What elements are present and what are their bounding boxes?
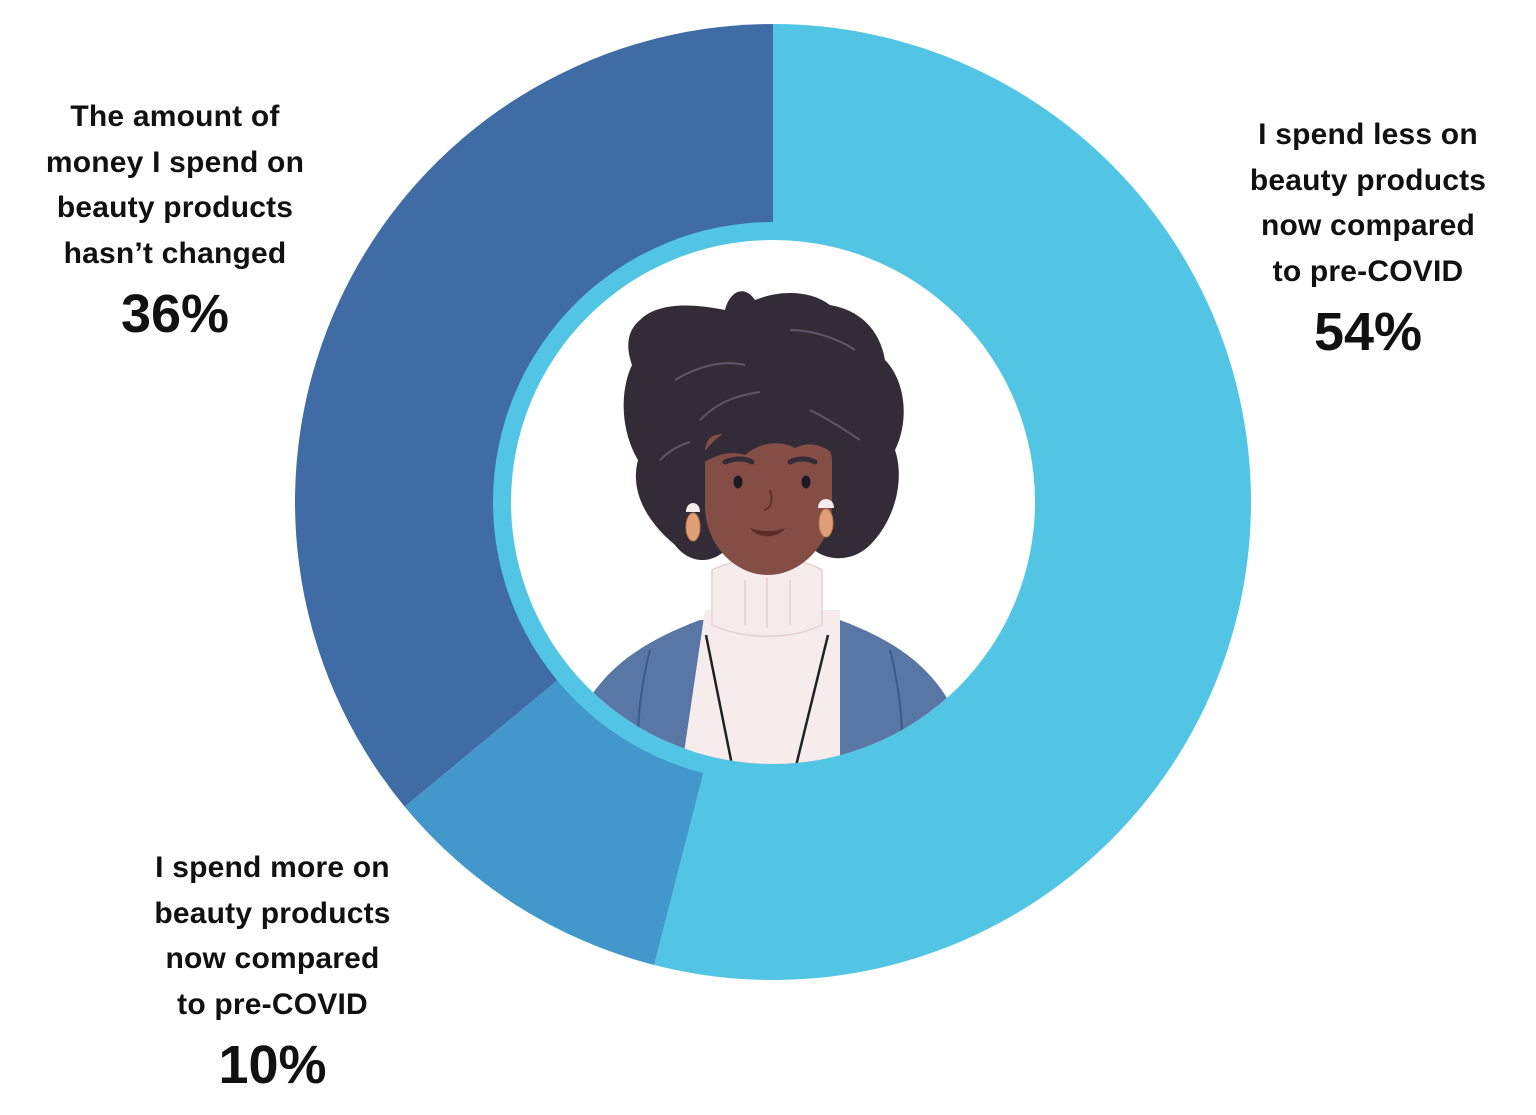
- segment-value-spend-less: 54%: [1313, 302, 1423, 362]
- label-line: to pre-COVID: [177, 987, 368, 1021]
- sweater: [680, 610, 840, 764]
- segment-value-spend-more: 10%: [218, 1035, 327, 1095]
- necklace: [704, 634, 830, 764]
- earring-left: [685, 512, 701, 542]
- label-line: The amount of: [70, 100, 280, 133]
- avatar-illustration-icon: [560, 291, 975, 764]
- label-line: now compared: [165, 942, 380, 975]
- face: [705, 434, 832, 575]
- earring-right: [818, 508, 834, 538]
- earring-left-top: [686, 503, 700, 512]
- segment-label-spend-less: I spend less on beauty products now comp…: [1200, 112, 1536, 362]
- eyebrows: [722, 456, 818, 465]
- label-line: beauty products: [154, 896, 391, 930]
- label-line: I spend less on: [1258, 118, 1478, 151]
- label-line: now compared: [1260, 209, 1476, 242]
- label-line: to pre-COVID: [1272, 254, 1464, 288]
- turtleneck-ribs: [744, 578, 791, 628]
- label-line: hasn’t changed: [63, 236, 287, 270]
- label-line: I spend more on: [155, 851, 390, 884]
- earring-right-top: [818, 499, 834, 508]
- nose: [763, 489, 773, 511]
- segment-label-spend-more: I spend more on beauty products now comp…: [105, 845, 440, 1095]
- label-line: money I spend on: [45, 145, 305, 179]
- hair-fringe: [695, 421, 842, 470]
- segment-label-spend-less-text: I spend less on beauty products now comp…: [1200, 112, 1536, 294]
- mouth: [750, 528, 785, 537]
- segment-label-spend-more-text: I spend more on beauty products now comp…: [105, 845, 440, 1027]
- right-eye: [801, 475, 811, 489]
- segment-label-unchanged: The amount of money I spend on beauty pr…: [10, 94, 340, 344]
- hair-strands: [659, 329, 861, 461]
- segment-value-unchanged: 36%: [120, 284, 230, 344]
- left-eye: [733, 475, 743, 489]
- segment-label-unchanged-text: The amount of money I spend on beauty pr…: [10, 94, 340, 276]
- label-line: beauty products: [1249, 163, 1487, 197]
- label-line: beauty products: [56, 191, 294, 224]
